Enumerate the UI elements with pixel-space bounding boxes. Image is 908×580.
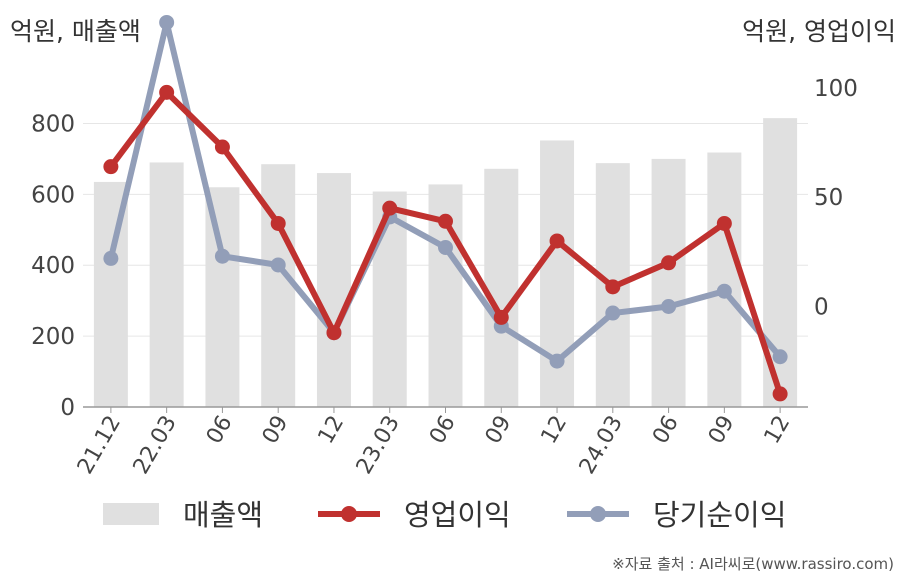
net-income-point <box>772 349 788 365</box>
operating-profit-point <box>716 215 732 231</box>
x-tick-label: 12 <box>314 412 350 449</box>
revenue-bar <box>484 168 519 407</box>
operating-profit-point <box>214 139 230 155</box>
x-tick-label: 06 <box>648 412 684 449</box>
operating-profit-point <box>382 200 398 216</box>
left-axis-unit-label: 억원, 매출액 <box>10 17 141 46</box>
net-income-point <box>716 283 732 299</box>
legend-operating-profit-marker <box>341 506 357 522</box>
operating-profit-point <box>326 325 342 341</box>
revenue-bar <box>316 173 351 407</box>
revenue-bar <box>707 152 742 407</box>
operating-profit-point <box>493 309 509 325</box>
net-income-point <box>270 257 286 273</box>
x-tick-label: 21.12 <box>73 412 126 479</box>
x-tick-label: 06 <box>202 412 238 449</box>
operating-profit-point <box>270 215 286 231</box>
x-tick-label: 09 <box>481 412 517 449</box>
legend-operating-profit-label: 영업이익 <box>404 498 511 532</box>
left-tick-label: 800 <box>31 111 75 137</box>
revenue-bar <box>205 187 240 407</box>
net-income-point <box>214 248 230 264</box>
operating-profit-point <box>661 255 677 271</box>
right-axis-unit-label: 억원, 영업이익 <box>742 17 896 46</box>
revenue-bar <box>651 158 686 407</box>
left-tick-label: 600 <box>31 182 75 208</box>
operating-profit-point <box>549 233 565 249</box>
operating-profit-point <box>772 386 788 402</box>
operating-profit-point <box>159 84 175 100</box>
x-tick-label: 06 <box>425 412 461 449</box>
x-tick-label: 24.03 <box>575 412 628 479</box>
legend-revenue-label: 매출액 <box>183 498 263 532</box>
left-tick-label: 400 <box>31 253 75 279</box>
x-tick-label: 12 <box>760 412 796 449</box>
source-note: ※자료 출처 : AI라씨로(www.rassiro.com) <box>612 555 894 573</box>
legend-net-income-label: 당기순이익 <box>653 498 786 532</box>
operating-profit-point <box>103 159 119 175</box>
net-income-point <box>103 250 119 266</box>
right-tick-label: 50 <box>814 185 843 211</box>
net-income-point <box>661 298 677 314</box>
right-tick-label: 0 <box>814 294 829 320</box>
right-tick-label: 100 <box>814 76 858 102</box>
net-income-point <box>549 353 565 369</box>
operating-profit-point <box>438 213 453 229</box>
x-tick-label: 23.03 <box>352 412 405 479</box>
revenue-bar <box>261 164 296 407</box>
x-tick-label: 09 <box>704 412 740 449</box>
x-tick-label: 12 <box>537 412 573 449</box>
net-income-point <box>438 240 453 255</box>
net-income-point <box>605 305 621 321</box>
x-tick-label: 09 <box>258 412 294 449</box>
left-tick-label: 0 <box>60 395 75 421</box>
operating-profit-point <box>605 279 621 295</box>
legend-revenue-swatch <box>103 503 159 525</box>
net-income-point <box>159 14 175 30</box>
legend-net-income-marker <box>590 506 606 522</box>
left-tick-label: 200 <box>31 324 75 350</box>
x-tick-label: 22.03 <box>129 412 182 479</box>
revenue-bar <box>149 162 184 407</box>
